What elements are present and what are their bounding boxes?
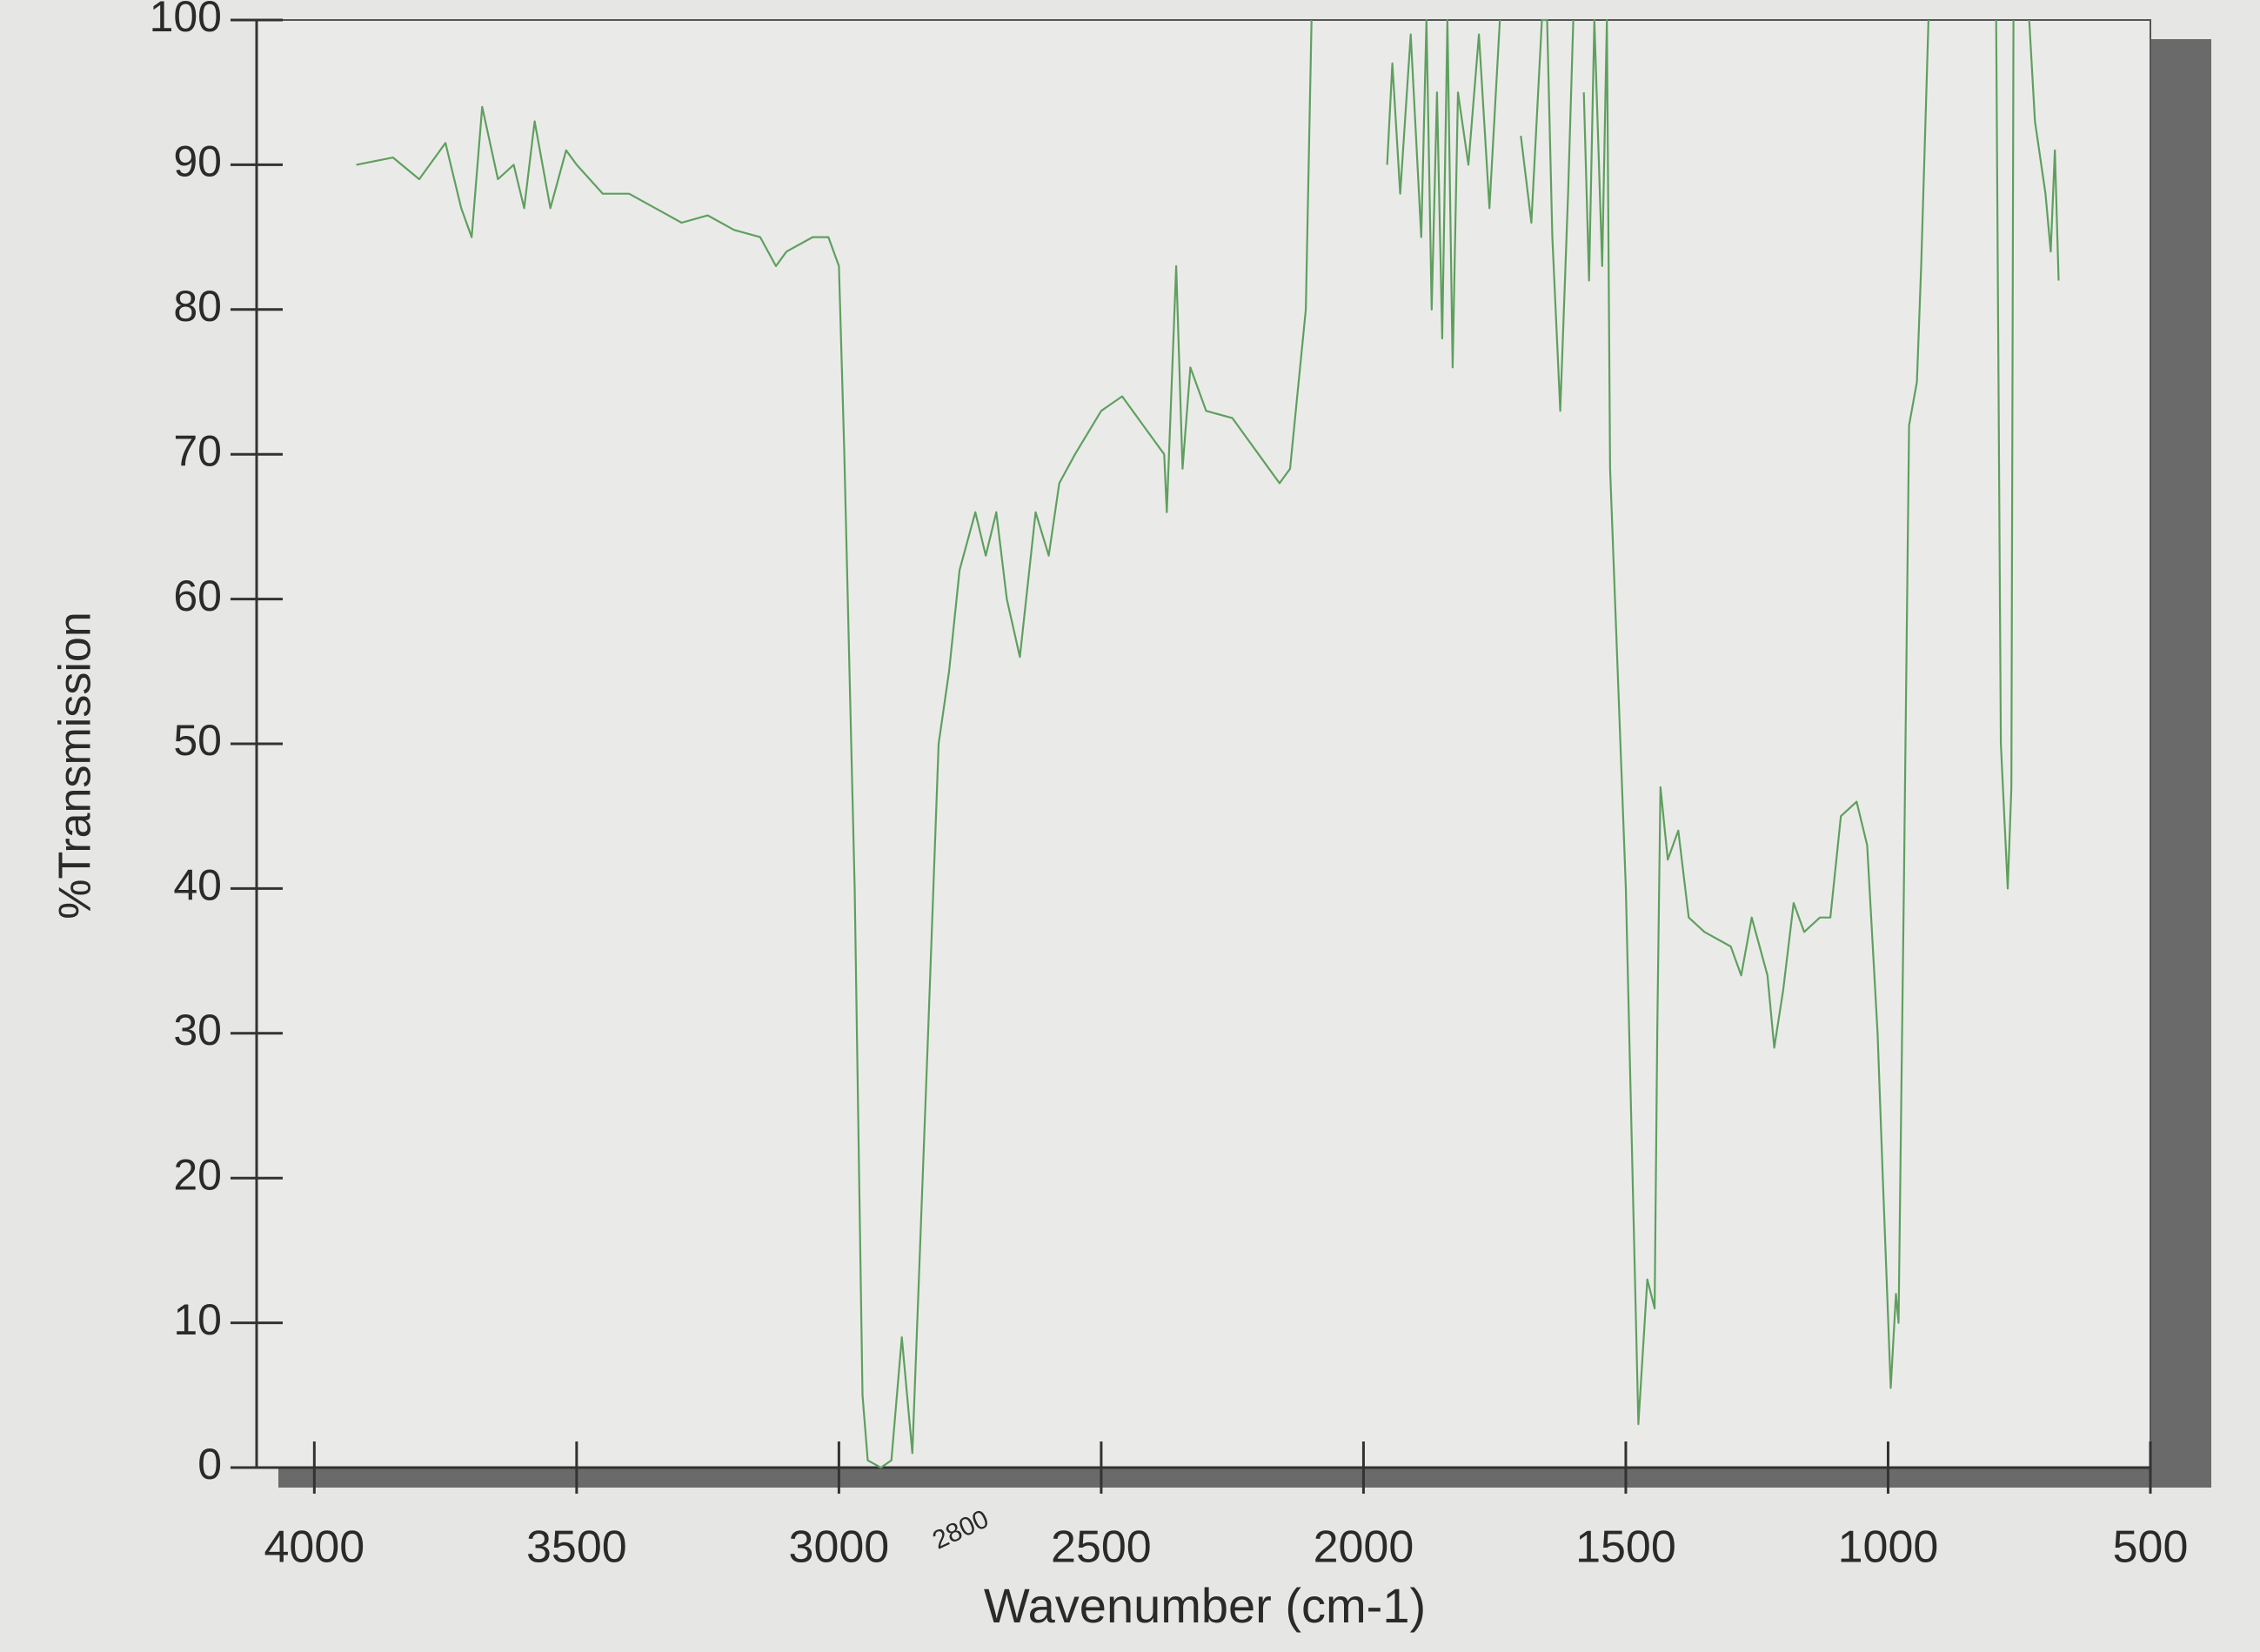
y-tick-label: 0 bbox=[197, 1440, 222, 1488]
y-tick-label: 60 bbox=[173, 572, 222, 620]
x-tick-label: 3500 bbox=[526, 1522, 627, 1573]
y-tick-label: 100 bbox=[150, 0, 222, 41]
plot-frame bbox=[256, 19, 2151, 1468]
y-tick-label: 20 bbox=[173, 1150, 222, 1199]
y-tick-label: 30 bbox=[173, 1006, 222, 1054]
y-tick-label: 70 bbox=[173, 426, 222, 475]
y-tick-label: 90 bbox=[173, 137, 222, 186]
x-tick-label: 2000 bbox=[1314, 1522, 1414, 1573]
x-tick-label: 4000 bbox=[264, 1522, 364, 1573]
x-tick-label: 3000 bbox=[789, 1522, 890, 1573]
x-tick-label: 1000 bbox=[1838, 1522, 1939, 1573]
x-axis-label: Wavenumber (cm-1) bbox=[984, 1578, 1426, 1633]
y-tick-label: 80 bbox=[173, 282, 222, 331]
x-tick-label: 500 bbox=[2113, 1522, 2189, 1573]
y-tick-label: 10 bbox=[173, 1295, 222, 1344]
spectrum-line bbox=[356, 18, 2060, 1469]
x-tick-label: 1500 bbox=[1575, 1522, 1676, 1573]
y-axis-label: %Transmission bbox=[50, 612, 101, 920]
x-tick-label: 2500 bbox=[1051, 1522, 1152, 1573]
y-tick-label: 40 bbox=[173, 861, 222, 910]
y-tick-label: 50 bbox=[173, 716, 222, 765]
